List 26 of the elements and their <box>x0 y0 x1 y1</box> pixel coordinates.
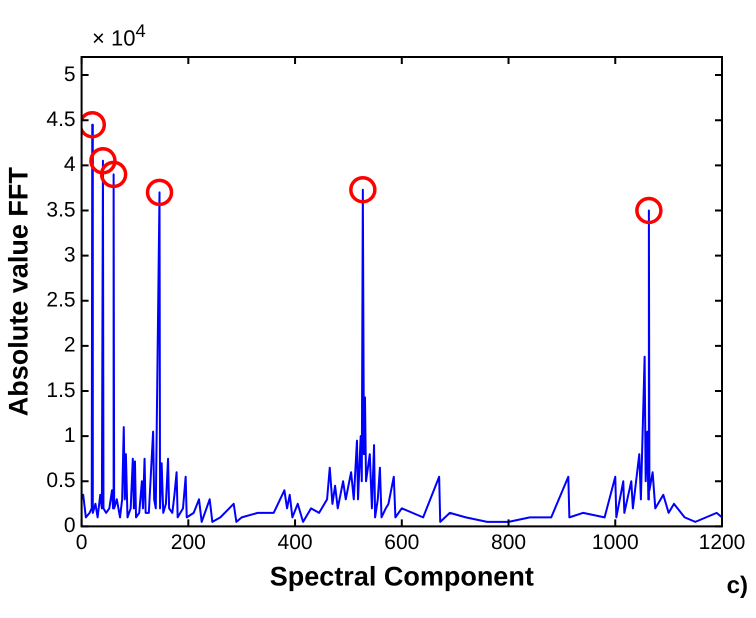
x-tick-label: 1000 <box>592 530 639 554</box>
y-tick-label: 4.5 <box>46 108 76 131</box>
x-tick-label: 1200 <box>698 530 746 554</box>
y-tick-label: 3 <box>64 243 76 266</box>
text: × 10$^{4}$ <box>92 20 146 52</box>
y-axis-title: Absolute value FFT <box>4 166 34 416</box>
y-tick-label: 1.5 <box>46 378 76 402</box>
point <box>100 160 128 188</box>
y-tick-label: 2 <box>64 334 76 357</box>
x-tick-label: 200 <box>170 530 206 554</box>
text: c) <box>726 572 748 600</box>
y-tick-label: 5 <box>64 62 76 86</box>
point <box>349 176 377 204</box>
point <box>89 147 117 175</box>
x-axis-title: Spectral Component <box>270 561 534 592</box>
point <box>146 178 174 206</box>
y-tick-label: 4 <box>64 153 76 176</box>
y-tick-label: 3.5 <box>46 198 76 222</box>
x-tick-label: 400 <box>278 530 313 554</box>
x-tick-label: 600 <box>384 530 420 554</box>
y-tick-label: 1 <box>64 424 76 447</box>
y-tick-label: 0 <box>64 514 76 538</box>
point <box>635 196 663 224</box>
y-tick-label: 2.5 <box>46 288 76 312</box>
y-tick-label: 0.5 <box>46 469 76 492</box>
x-tick-label: 800 <box>491 530 526 554</box>
